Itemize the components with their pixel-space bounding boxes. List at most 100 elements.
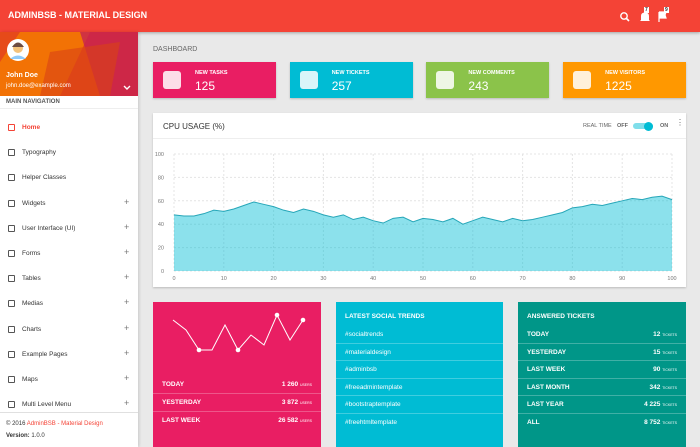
brand-title[interactable]: ADMINBSB - MATERIAL DESIGN: [8, 10, 148, 20]
nav-item[interactable]: Tables +: [0, 269, 138, 289]
trend-tag[interactable]: #materialdesign: [345, 348, 391, 356]
info-box[interactable]: NEW TICKETS 257: [289, 62, 413, 98]
unit: TICKETS: [662, 403, 677, 407]
version-label: Version:: [6, 433, 30, 439]
info-value: 1225: [605, 79, 632, 93]
nav-label: Multi Level Menu: [22, 401, 72, 409]
unit: TICKETS: [662, 333, 677, 337]
nav-icon: [8, 325, 15, 333]
sparkline-dot: [235, 347, 241, 353]
row-label: YESTERDAY: [527, 348, 567, 356]
notification-icon[interactable]: [640, 12, 650, 22]
value: 12: [653, 331, 661, 338]
area: [174, 196, 672, 271]
unit: USERS: [299, 383, 312, 387]
nav-icon: [8, 275, 15, 283]
nav-label: Home: [22, 124, 41, 131]
value: 3 872: [281, 399, 299, 406]
task-icon[interactable]: [658, 11, 667, 22]
user-email: john.doe@example.com: [6, 83, 71, 89]
row-label: LAST WEEK: [162, 417, 201, 424]
info-icon: [299, 71, 318, 89]
nav-item[interactable]: Home: [0, 118, 138, 138]
nav-item[interactable]: User Interface (UI) +: [0, 219, 138, 239]
card-title: ANSWERED TICKETS: [527, 313, 595, 320]
row-divider: [336, 342, 503, 344]
off-label: OFF: [617, 123, 628, 129]
x-tick-label: 50: [420, 276, 426, 282]
sidebar: John Doe john.doe@example.com MAIN NAVIG…: [0, 32, 138, 447]
row-value: 12 TICKETS: [653, 331, 677, 338]
info-icon: [436, 71, 455, 89]
card-menu[interactable]: ⋮: [676, 118, 684, 127]
expand-icon[interactable]: +: [124, 347, 130, 358]
info-value: 243: [468, 79, 489, 93]
nav-item[interactable]: Typography: [0, 143, 138, 163]
x-tick-label: 40: [370, 276, 376, 282]
x-tick-label: 60: [470, 276, 476, 282]
y-tick-label: 40: [158, 222, 164, 228]
unit: USERS: [299, 401, 312, 405]
expand-icon[interactable]: +: [124, 398, 130, 409]
info-label: NEW TASKS: [195, 70, 228, 76]
trend-tag[interactable]: #socialtrends: [345, 331, 384, 338]
search-icon[interactable]: [620, 12, 628, 20]
trend-tag[interactable]: #freehtmltemplate: [345, 418, 398, 426]
row-divider: [336, 360, 503, 361]
value: 8 752: [644, 418, 661, 426]
info-box[interactable]: NEW COMMENTS 243: [426, 62, 550, 98]
unit: TICKETS: [662, 350, 677, 355]
nav-item[interactable]: Charts +: [0, 320, 138, 340]
row-divider: [518, 395, 686, 396]
nav-label: Maps: [22, 376, 38, 383]
trend-tag[interactable]: #adminbsb: [345, 366, 377, 373]
cpu-card: CPU USAGE (%) REAL TIME OFF ON ⋮ 0 20 40 60…: [153, 113, 686, 287]
x-tick-label: 0: [172, 276, 175, 282]
trend-tag[interactable]: #bootstraptemplate: [345, 401, 401, 408]
trend-tag[interactable]: #freeadmintemplate: [345, 383, 403, 391]
nav-item[interactable]: Forms +: [0, 244, 138, 264]
nav-label: Tables: [22, 275, 41, 283]
nav-heading: MAIN NAVIGATION: [0, 96, 138, 109]
value: 90: [653, 366, 661, 373]
row-value: 342 TICKETS: [650, 384, 677, 391]
expand-icon[interactable]: +: [124, 247, 130, 257]
x-tick-label: 10: [221, 276, 227, 282]
row-divider: [518, 412, 686, 414]
toggle-knob: [644, 121, 653, 131]
nav-label: User Interface (UI): [22, 224, 76, 232]
nav-item[interactable]: Multi Level Menu +: [0, 395, 138, 415]
card-title: CPU USAGE (%): [163, 122, 225, 131]
nav-item[interactable]: Example Pages +: [0, 345, 138, 365]
profile-menu[interactable]: [123, 85, 131, 90]
info-box[interactable]: NEW VISITORS 1225: [563, 62, 687, 98]
nav-item[interactable]: Medias +: [0, 294, 138, 314]
expand-icon[interactable]: +: [124, 221, 130, 232]
info-value: 125: [195, 79, 216, 93]
info-box[interactable]: NEW TASKS 125: [153, 62, 276, 98]
expand-icon[interactable]: +: [124, 322, 130, 333]
row-value: 4 225 TICKETS: [644, 401, 677, 408]
sales-card: TODAY 1 260 USERS YESTERDAY 3 872 USERS LAST…: [153, 302, 321, 447]
unit: TICKETS: [662, 368, 677, 372]
realtime-label: REAL TIME: [583, 123, 612, 129]
y-tick-label: 20: [158, 246, 164, 252]
on-label: ON: [660, 123, 669, 129]
x-tick-label: 100: [667, 276, 676, 282]
version: 1.0.0: [31, 433, 45, 439]
nav-item[interactable]: Maps +: [0, 370, 138, 390]
value: 342: [649, 383, 661, 391]
row-label: ALL: [527, 418, 540, 426]
realtime-toggle[interactable]: [633, 121, 653, 131]
nav-label: Charts: [22, 325, 42, 333]
expand-icon[interactable]: +: [124, 373, 130, 383]
expand-icon[interactable]: +: [124, 272, 130, 283]
nav-item[interactable]: Helper Classes: [0, 168, 138, 188]
nav-item[interactable]: Widgets +: [0, 194, 138, 214]
info-label: NEW TICKETS: [331, 70, 370, 76]
expand-icon[interactable]: +: [124, 297, 130, 308]
expand-icon[interactable]: +: [124, 196, 130, 207]
footer-brand[interactable]: AdminBSB - Material Design: [26, 421, 103, 427]
row-value: 3 872 USERS: [282, 399, 312, 406]
notification-badge: 7: [644, 7, 649, 13]
